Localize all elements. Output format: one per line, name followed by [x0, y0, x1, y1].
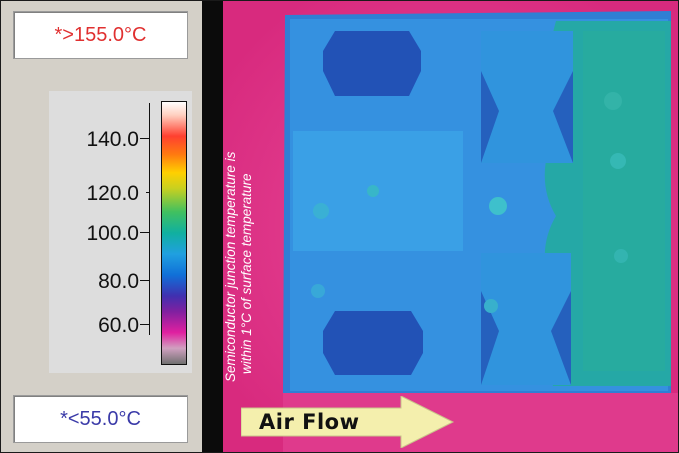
panel-divider [202, 1, 223, 452]
scale-tick: 100.0 [49, 222, 169, 252]
max-temperature-display[interactable]: *>155.0°C [13, 11, 188, 59]
scale-tick: 120.0 [49, 182, 169, 212]
thermal-image-graphic [223, 1, 678, 452]
scale-axis-line [149, 103, 150, 335]
temperature-scale: 140.0 120.0 100.0 80.0 60.0 [49, 91, 192, 373]
airflow-arrow: Air Flow [241, 396, 456, 448]
scale-tick-mark [140, 280, 150, 281]
scale-tick-mark [140, 232, 150, 233]
scale-tick: 140.0 [49, 128, 169, 158]
thermal-image [223, 1, 678, 452]
scale-tick-mark [140, 324, 150, 325]
scale-tick: 60.0 [49, 314, 169, 344]
scale-tick-label: 120.0 [86, 182, 139, 205]
scale-tick: 80.0 [49, 270, 169, 300]
min-temperature-display[interactable]: *<55.0°C [13, 395, 188, 443]
scale-tick-label: 100.0 [86, 222, 139, 245]
arrow-right-icon [241, 396, 455, 448]
scale-tick-mark [146, 192, 150, 193]
scale-tick-label: 140.0 [86, 128, 139, 151]
palette-panel: *>155.0°C 140.0 120.0 100.0 80.0 60.0 [1, 1, 202, 452]
scale-tick-mark [140, 138, 150, 139]
caption-line-2: within 1°C of surface temperature [239, 173, 254, 375]
airflow-label: Air Flow [259, 410, 360, 434]
scale-tick-label: 60.0 [98, 314, 139, 337]
caption-line-1: Semiconductor junction temperature is [223, 151, 238, 382]
color-palette-bar [161, 101, 187, 365]
scale-tick-label: 80.0 [98, 270, 139, 293]
